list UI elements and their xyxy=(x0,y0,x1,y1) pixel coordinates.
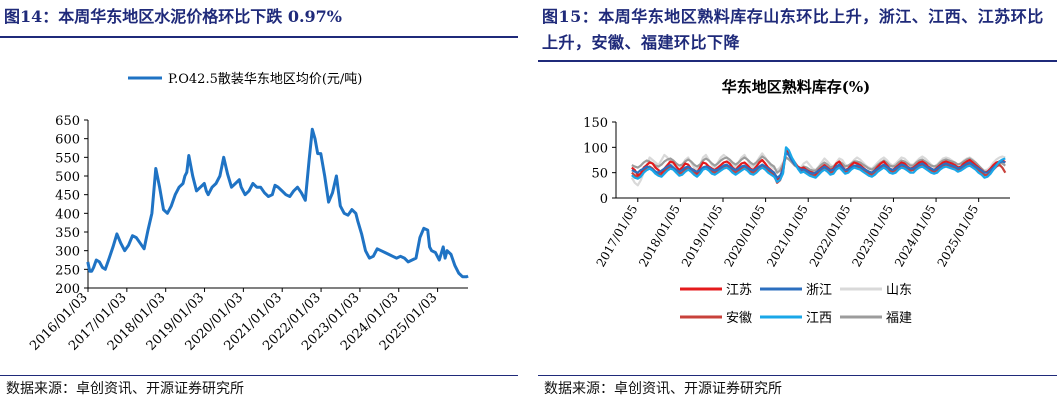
right-y-tick-label: 100 xyxy=(583,141,608,156)
right-x-tick-label: 2023/01/05 xyxy=(849,203,896,270)
right-axes: 0501001502017/01/052018/01/052019/01/052… xyxy=(583,116,1010,269)
right-source-note: 数据来源：卓创资讯、开源证券研究所 xyxy=(544,381,782,397)
right-legend-label-4: 江西 xyxy=(806,311,832,326)
left-cement-price-chart: P.O42.5散装华东地区均价(元/吨) 200 250 300 350 400 450 5… xyxy=(27,72,469,354)
left-y-tick-label: 550 xyxy=(55,151,80,166)
right-figure-panel: 图15：本周华东地区熟料库存山东环比上升，浙江、江西、江苏环比上升，安徽、福建环… xyxy=(538,0,1057,402)
left-y-tick-label: 600 xyxy=(55,133,80,148)
right-series-line-5 xyxy=(631,146,1006,183)
right-legend-label-1: 浙江 xyxy=(806,283,832,298)
right-legend-label-0: 江苏 xyxy=(726,282,752,298)
left-figure-panel: 图14：本周华东地区水泥价格环比下跌 0.97% P.O42.5散装华东地区均价… xyxy=(0,0,518,402)
right-y-tick-label: 50 xyxy=(591,167,608,182)
left-source-note: 数据来源：卓创资讯、开源证券研究所 xyxy=(6,381,244,397)
left-y-tick-label: 250 xyxy=(55,263,80,278)
right-legend-label-5: 福建 xyxy=(886,311,912,326)
right-figure-title: 图15：本周华东地区熟料库存山东环比上升，浙江、江西、江苏环比上升，安徽、福建环… xyxy=(542,7,1044,52)
right-chart-title: 华东地区熟料库存(%) xyxy=(722,78,870,96)
right-y-tick-label: 0 xyxy=(600,192,608,207)
left-axes: 2002503003504004505005506006502016/01/03… xyxy=(27,114,468,354)
left-title-rule xyxy=(0,36,518,38)
right-x-tick-label: 2022/01/05 xyxy=(807,203,854,270)
left-y-tick-label: 400 xyxy=(55,207,80,222)
right-clinker-inventory-chart: 华东地区熟料库存(%) 0 50 100 150 2017/01/052018/01/0… xyxy=(583,78,1010,326)
left-series-line-0 xyxy=(86,127,469,279)
left-y-tick-label: 650 xyxy=(55,114,80,129)
right-legend-label-2: 山东 xyxy=(886,283,912,298)
right-series-line-4 xyxy=(631,151,1006,179)
right-x-tick-label: 2017/01/05 xyxy=(594,203,641,270)
left-y-tick-label: 450 xyxy=(55,189,80,204)
right-x-tick-label: 2024/01/05 xyxy=(892,203,939,270)
right-x-tick-label: 2020/01/05 xyxy=(721,203,768,270)
right-x-tick-label: 2025/01/05 xyxy=(935,203,982,270)
right-series xyxy=(630,146,1007,187)
right-y-tick-label: 150 xyxy=(583,116,608,131)
right-x-tick-label: 2018/01/05 xyxy=(636,203,683,270)
left-y-tick-label: 300 xyxy=(55,245,80,260)
left-series xyxy=(86,127,469,279)
left-y-tick-label: 500 xyxy=(55,170,80,185)
right-source-rule xyxy=(538,375,1057,376)
right-series-line-1 xyxy=(631,155,1006,174)
left-y-tick-label: 350 xyxy=(55,226,80,241)
right-x-tick-label: 2019/01/05 xyxy=(679,203,726,270)
left-source-rule xyxy=(0,375,518,376)
left-figure-title: 图14：本周华东地区水泥价格环比下跌 0.97% xyxy=(4,7,343,26)
left-legend: P.O42.5散装华东地区均价(元/吨) xyxy=(128,72,362,87)
right-x-tick-label: 2021/01/05 xyxy=(764,203,811,270)
left-legend-label: P.O42.5散装华东地区均价(元/吨) xyxy=(168,72,362,87)
left-y-tick-label: 200 xyxy=(55,282,80,297)
right-title-rule xyxy=(538,60,1057,62)
right-legend-label-3: 安徽 xyxy=(726,311,752,326)
